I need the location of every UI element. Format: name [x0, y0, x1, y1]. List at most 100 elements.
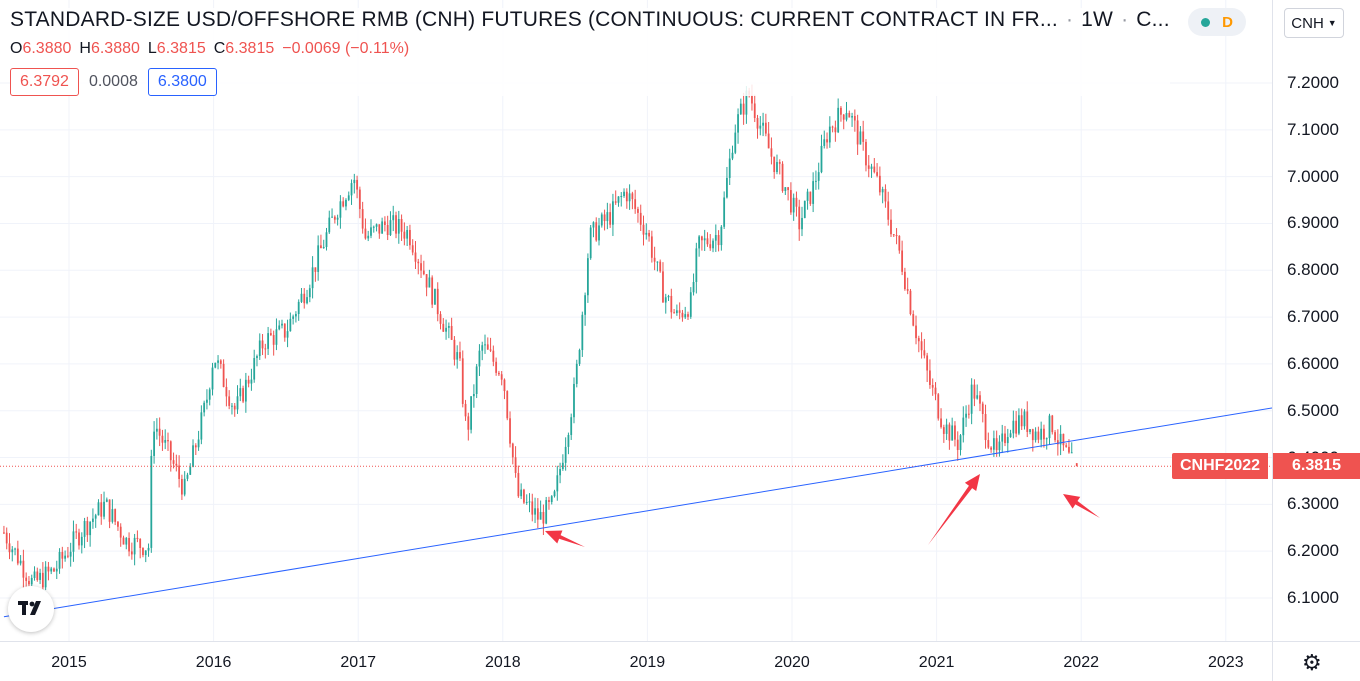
candle-body — [289, 318, 292, 332]
candle-body — [219, 360, 222, 364]
candle-body — [153, 431, 155, 456]
tradingview-logo-mark — [18, 601, 41, 615]
candle-body — [670, 295, 673, 313]
open-label: O — [10, 40, 23, 57]
candle-body — [58, 551, 61, 569]
ask-button[interactable]: 6.3800 — [147, 68, 217, 96]
candle-body — [848, 112, 851, 118]
candle-body — [778, 162, 781, 164]
candle-body — [489, 349, 492, 351]
candle-body — [742, 103, 745, 115]
currency-select[interactable]: CNH ▼ — [1284, 8, 1344, 38]
candle-body — [853, 116, 856, 121]
time-tick-label: 2021 — [918, 654, 955, 671]
candle-body — [714, 235, 717, 241]
candle-body — [634, 199, 637, 209]
candle-body — [976, 395, 979, 399]
candle-body — [5, 532, 8, 544]
candle-body — [114, 509, 117, 522]
candle-body — [375, 224, 378, 227]
candle-body — [717, 235, 720, 246]
symbol-description[interactable]: STANDARD-SIZE USD/OFFSHORE RMB (CNH) FUT… — [10, 8, 1058, 31]
candle-body — [225, 386, 228, 397]
candle-body — [484, 344, 486, 346]
candle-body — [542, 511, 545, 524]
candle-body — [973, 384, 976, 399]
candle-body — [447, 326, 450, 328]
candle-body — [759, 125, 762, 129]
candle-body — [692, 282, 695, 293]
candle-body — [856, 120, 859, 145]
candle-body — [231, 405, 233, 407]
candle-body — [436, 288, 439, 315]
last-candle-body — [1075, 463, 1078, 467]
candle-body — [745, 90, 748, 115]
candle-body — [506, 391, 509, 419]
interval-label[interactable]: 1W — [1081, 8, 1114, 31]
candle-body — [453, 339, 456, 360]
chart-pane[interactable] — [0, 0, 1272, 641]
candle-body — [592, 222, 595, 228]
candle-body — [781, 163, 784, 191]
candle-body — [859, 131, 862, 145]
candle-body — [559, 469, 561, 476]
candle-body — [684, 314, 687, 318]
candle-body — [236, 396, 239, 410]
candles — [3, 84, 1078, 593]
candle-body — [642, 224, 645, 235]
candle-body — [169, 441, 172, 461]
candle-body — [53, 568, 55, 572]
price-tick-label: 6.8000 — [1287, 260, 1339, 280]
candle-body — [523, 489, 525, 503]
candle-body — [609, 212, 612, 225]
bid-ask-panel: 6.3792 0.0008 6.3800 — [10, 68, 1170, 96]
candle-body — [929, 370, 931, 385]
candle-body — [492, 350, 495, 362]
candle-body — [86, 521, 89, 536]
candle-body — [815, 180, 817, 182]
candle-body — [595, 222, 598, 241]
candle-body — [422, 270, 425, 275]
candle-body — [194, 445, 197, 448]
candle-body — [1045, 438, 1048, 440]
candle-body — [261, 340, 264, 349]
candle-body — [303, 293, 306, 304]
candle-body — [909, 290, 912, 315]
price-tick-label: 6.9000 — [1287, 213, 1339, 233]
candle-body — [667, 295, 670, 298]
bid-button[interactable]: 6.3792 — [10, 68, 79, 96]
candle-body — [367, 235, 370, 239]
candle-body — [456, 352, 459, 360]
symbol-title[interactable]: STANDARD-SIZE USD/OFFSHORE RMB (CNH) FUT… — [10, 8, 1170, 32]
candle-body — [139, 539, 142, 548]
candle-body — [314, 267, 317, 272]
candle-body — [550, 496, 553, 502]
trendline — [3, 407, 1272, 618]
candle-body — [161, 435, 164, 443]
candle-body — [403, 231, 406, 239]
candle-body — [108, 499, 111, 522]
candle-body — [842, 114, 845, 120]
price-tick-label: 7.2000 — [1287, 73, 1339, 92]
time-tick-label: 2015 — [51, 654, 87, 671]
candle-body — [503, 379, 506, 392]
price-axis[interactable]: 6.10006.20006.30006.40006.50006.60006.70… — [1272, 0, 1360, 641]
tradingview-logo-icon[interactable] — [8, 586, 54, 632]
candle-body — [300, 293, 303, 302]
market-status[interactable]: D — [1188, 8, 1246, 36]
candle-body — [264, 348, 267, 350]
candle-body — [498, 372, 500, 375]
time-axis[interactable]: 2015 2016 2017 2018 2019 2020 2021 2022 2023 — [0, 641, 1272, 681]
candle-body — [514, 457, 517, 473]
candle-body — [164, 440, 167, 443]
candle-body — [128, 537, 130, 552]
candle-body — [94, 515, 97, 519]
candle-body — [117, 521, 119, 527]
candle-body — [400, 218, 403, 232]
candle-body — [509, 418, 511, 444]
candle-body — [959, 435, 962, 451]
gear-icon[interactable]: ⚙ — [1302, 650, 1322, 675]
candle-body — [598, 225, 600, 241]
candle-body — [937, 394, 940, 419]
price-chart[interactable] — [0, 0, 1272, 641]
